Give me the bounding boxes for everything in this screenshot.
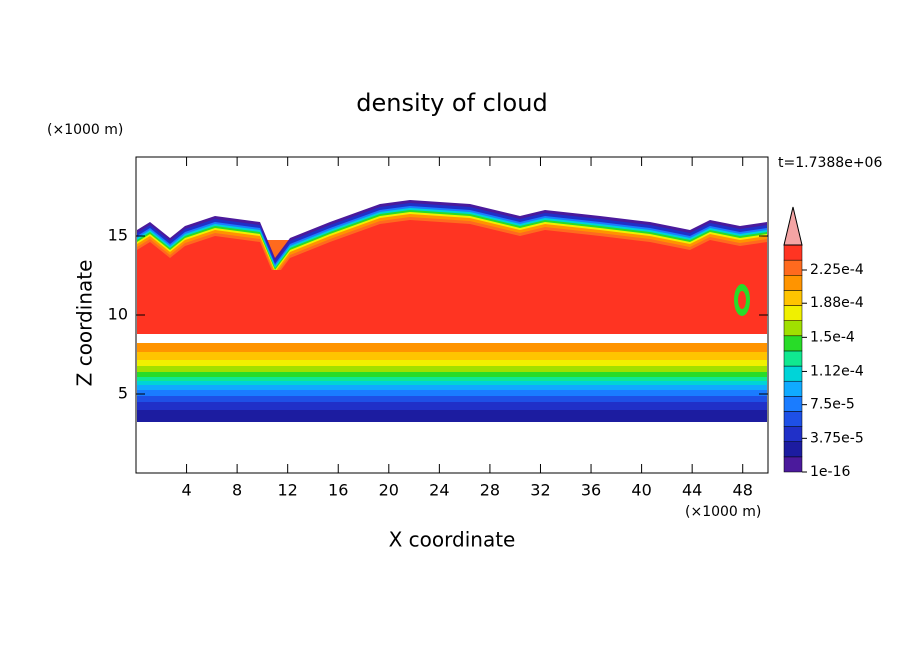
contour-band — [137, 385, 767, 390]
contour-band — [137, 377, 767, 381]
colorbar-tick-label: 7.5e-5 — [810, 397, 855, 413]
y-tick-label: 15 — [108, 226, 128, 245]
contour-band — [137, 372, 767, 377]
colorbar-swatch — [783, 350, 803, 367]
colorbar-swatch — [783, 441, 803, 458]
y-axis-label: Z coordinate — [73, 260, 97, 387]
colorbar-tick-label: 1e-16 — [810, 464, 850, 480]
contour-band — [137, 390, 767, 396]
x-tick-label: 48 — [733, 481, 753, 500]
colorbar-swatch — [783, 275, 803, 291]
contour-band — [137, 270, 767, 334]
colorbar-swatch — [783, 320, 803, 337]
contour-band — [137, 402, 767, 410]
annotation: t=1.7388e+06 — [778, 155, 882, 171]
contour-field — [137, 200, 767, 422]
x-unit: (×1000 m) — [685, 504, 761, 520]
contour-band — [137, 410, 767, 422]
colorbar-tick-label: 1.88e-4 — [810, 295, 864, 311]
colorbar-swatch — [783, 305, 803, 321]
contour-band — [137, 360, 767, 366]
colorbar-swatch — [783, 259, 803, 276]
x-tick-label: 16 — [328, 481, 348, 500]
colorbar-swatch — [783, 426, 803, 442]
x-tick-label: 24 — [429, 481, 449, 500]
x-tick-label: 44 — [682, 481, 702, 500]
x-tick-label: 40 — [631, 481, 651, 500]
chart-title: density of cloud — [356, 89, 547, 117]
colorbar-swatch — [783, 365, 803, 382]
colorbar-swatch — [783, 456, 803, 473]
x-tick-label: 12 — [278, 481, 298, 500]
colorbar-tick-label: 2.25e-4 — [810, 262, 864, 278]
colorbar-swatch — [783, 411, 803, 427]
contour-band — [137, 381, 767, 385]
y-unit: (×1000 m) — [47, 122, 123, 138]
x-tick-label: 8 — [232, 481, 242, 500]
colorbar-tick-label: 3.75e-5 — [810, 430, 864, 446]
x-axis-label: X coordinate — [389, 528, 516, 552]
x-tick-label: 28 — [480, 481, 500, 500]
colorbar-swatch — [783, 396, 803, 412]
colorbar-swatch — [783, 244, 803, 261]
y-tick-label: 5 — [118, 384, 128, 403]
contour-band — [738, 291, 746, 309]
colorbar-swatch — [783, 290, 803, 306]
x-tick-label: 32 — [530, 481, 550, 500]
x-tick-label: 20 — [379, 481, 399, 500]
x-tick-label: 4 — [181, 481, 191, 500]
contour-band — [137, 343, 767, 352]
contour-band — [137, 352, 767, 360]
colorbar-tick-label: 1.12e-4 — [810, 363, 864, 379]
colorbar-extend — [783, 206, 803, 246]
colorbar-swatch — [783, 380, 803, 397]
contour-band — [137, 396, 767, 402]
x-tick-label: 36 — [581, 481, 601, 500]
y-tick-label: 10 — [108, 305, 128, 324]
colorbar-tick-label: 1.5e-4 — [810, 329, 855, 345]
contour-band — [137, 366, 767, 372]
colorbar-swatch — [783, 335, 803, 352]
